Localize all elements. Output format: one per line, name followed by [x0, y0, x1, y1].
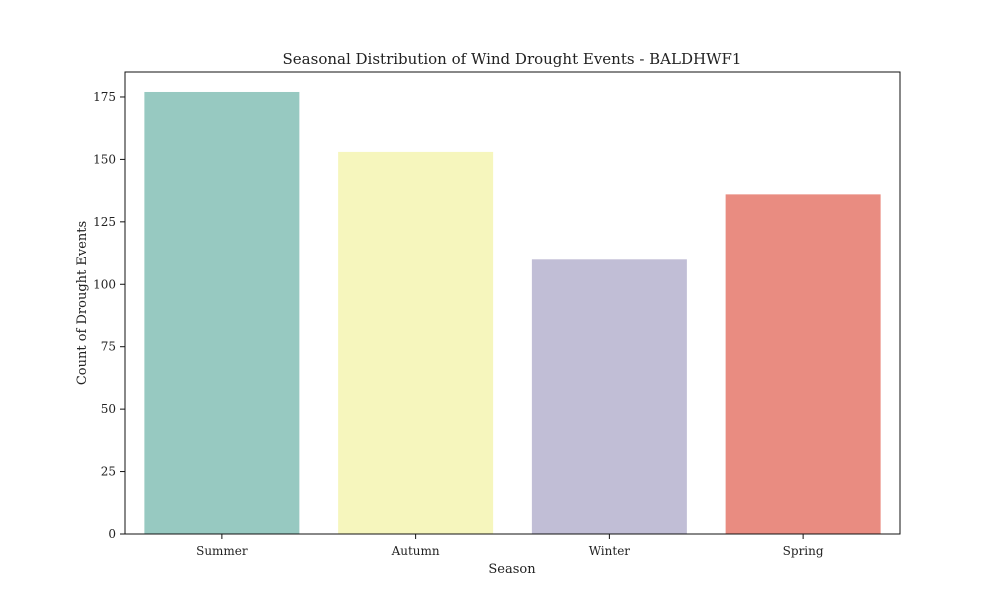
y-tick-label: 0 — [108, 527, 116, 541]
bars-layer — [144, 91, 881, 535]
bar-spring — [725, 194, 881, 535]
y-axis-label: Count of Drought Events — [75, 221, 90, 385]
y-tick-label: 125 — [93, 215, 116, 229]
chart-title: Seasonal Distribution of Wind Drought Ev… — [283, 50, 742, 68]
y-axis: 0 25 50 75 100 125 150 175 — [93, 90, 125, 541]
y-tick-label: 150 — [93, 152, 116, 166]
x-tick-label: Autumn — [391, 544, 440, 558]
x-axis-label: Season — [488, 562, 536, 577]
bar-winter — [531, 259, 687, 534]
x-tick-label: Summer — [196, 544, 248, 558]
bar-summer — [144, 91, 300, 534]
y-tick-label: 175 — [93, 90, 116, 104]
y-tick-label: 100 — [93, 277, 116, 291]
y-tick-label: 25 — [101, 465, 116, 479]
x-tick-label: Winter — [589, 544, 631, 558]
y-tick-label: 75 — [101, 340, 116, 354]
x-tick-label: Spring — [783, 544, 824, 558]
bar-autumn — [338, 151, 494, 534]
y-tick-label: 50 — [101, 402, 116, 416]
x-axis: Summer Autumn Winter Spring — [196, 534, 824, 558]
plot-frame — [124, 71, 901, 535]
